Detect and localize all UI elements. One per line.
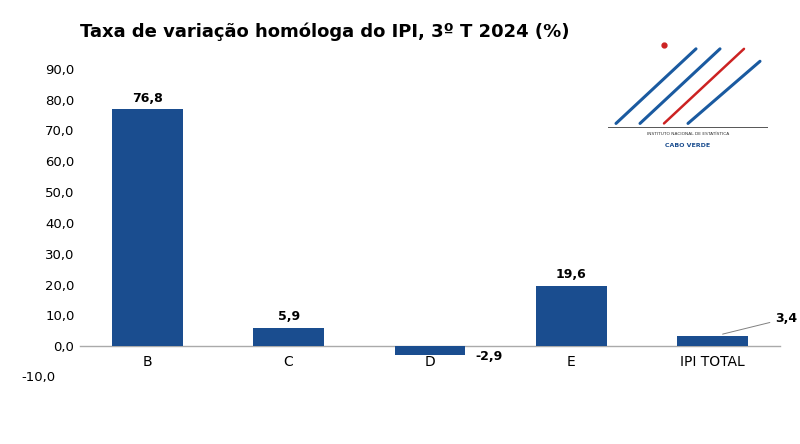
Title: Taxa de variação homóloga do IPI, 3º T 2024 (%): Taxa de variação homóloga do IPI, 3º T 2…	[80, 22, 570, 40]
Text: 3,4: 3,4	[722, 312, 798, 334]
Bar	[254, 328, 324, 346]
Text: -2,9: -2,9	[475, 349, 502, 363]
Bar	[536, 286, 606, 346]
Bar	[112, 109, 182, 346]
Text: 5,9: 5,9	[278, 310, 300, 323]
Text: INSTITUTO NACIONAL DE ESTATÍSTICA: INSTITUTO NACIONAL DE ESTATÍSTICA	[647, 132, 729, 136]
Bar	[678, 336, 748, 346]
Text: -10,0: -10,0	[21, 371, 55, 384]
Text: 76,8: 76,8	[132, 92, 162, 105]
Bar	[394, 346, 466, 355]
Text: CABO VERDE: CABO VERDE	[666, 143, 710, 148]
Text: 19,6: 19,6	[556, 268, 586, 281]
